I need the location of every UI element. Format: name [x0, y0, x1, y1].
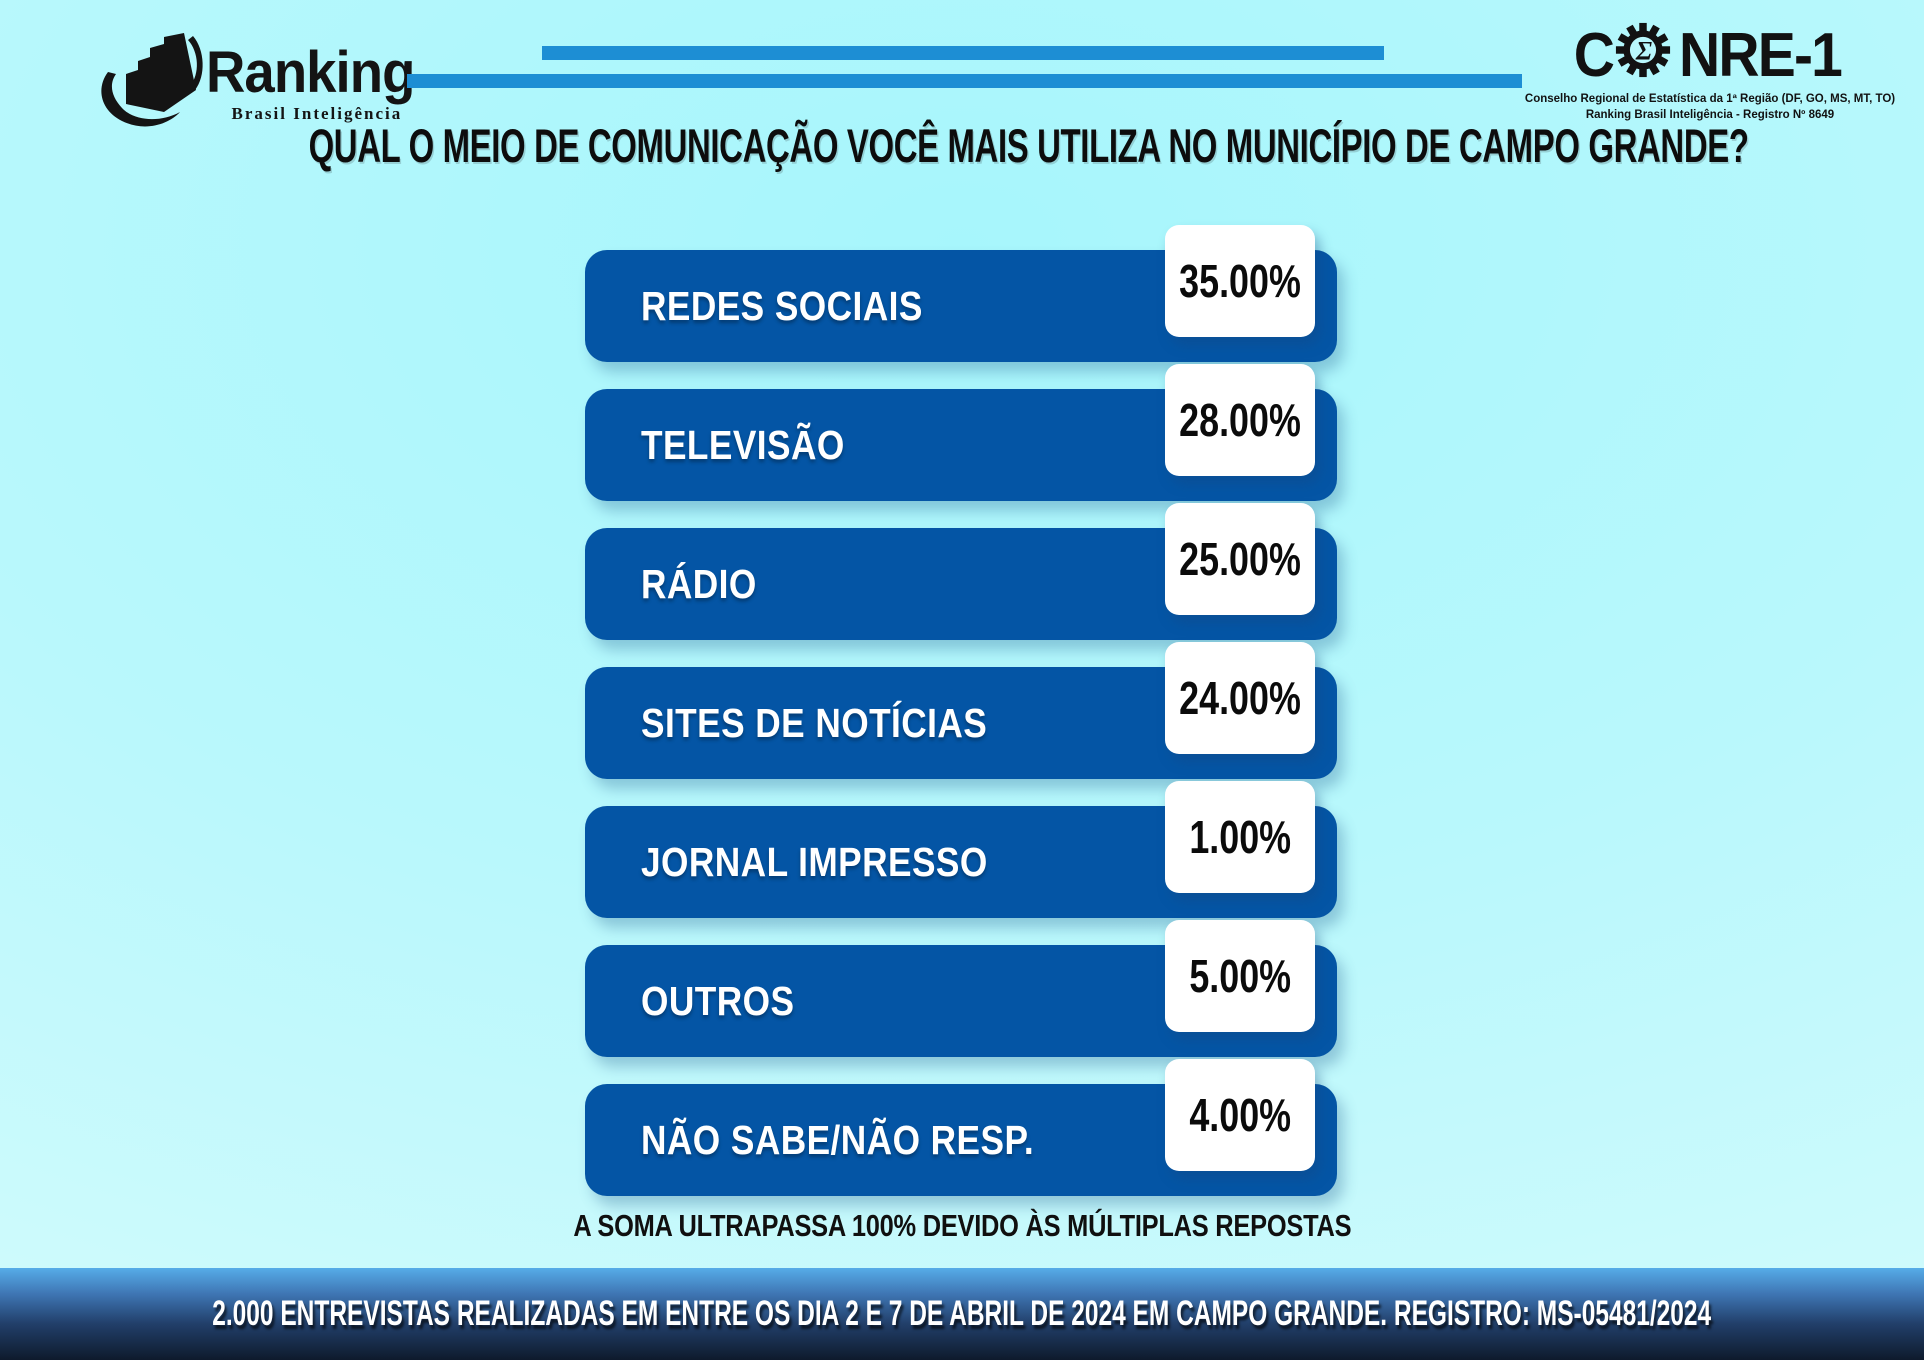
value-label: 1.00%: [1189, 811, 1291, 863]
value-box: 35.00%: [1165, 225, 1315, 337]
bar-label: REDES SOCIAIS: [641, 282, 923, 329]
conre-logo: C: [1520, 22, 1900, 123]
value-label: 4.00%: [1189, 1089, 1291, 1141]
value-box: 4.00%: [1165, 1059, 1315, 1171]
footer-bar: 2.000 ENTREVISTAS REALIZADAS EM ENTRE OS…: [0, 1268, 1924, 1360]
brand-name: Ranking: [206, 40, 415, 105]
decor-line-top: [542, 46, 1384, 60]
bar-row: SITES DE NOTÍCIAS 24.00%: [585, 642, 1337, 779]
value-box: 24.00%: [1165, 642, 1315, 754]
value-box: 25.00%: [1165, 503, 1315, 615]
bar-row: NÃO SABE/NÃO RESP. 4.00%: [585, 1059, 1337, 1196]
value-box: 1.00%: [1165, 781, 1315, 893]
conre-line1: Conselho Regional de Estatística da 1ª R…: [1524, 93, 1896, 105]
value-label: 35.00%: [1179, 255, 1301, 307]
bar-label: TELEVISÃO: [641, 421, 845, 468]
value-label: 24.00%: [1179, 672, 1301, 724]
conre-name-prefix: C: [1573, 20, 1614, 90]
svg-text:Σ: Σ: [1635, 36, 1652, 65]
bar-row: JORNAL IMPRESSO 1.00%: [585, 781, 1337, 918]
brand-tagline: Brasil Inteligência: [231, 104, 403, 123]
bar-label: SITES DE NOTÍCIAS: [641, 699, 988, 746]
value-label: 28.00%: [1179, 394, 1301, 446]
bar-row: REDES SOCIAIS 35.00%: [585, 225, 1337, 362]
value-label: 5.00%: [1189, 950, 1291, 1002]
bar-row: TELEVISÃO 28.00%: [585, 364, 1337, 501]
bar-list: REDES SOCIAIS 35.00% TELEVISÃO 28.00% RÁ…: [585, 225, 1337, 1223]
bar-label: NÃO SABE/NÃO RESP.: [641, 1116, 1035, 1163]
value-box: 5.00%: [1165, 920, 1315, 1032]
conre-line2: Ranking Brasil Inteligência - Registro N…: [1585, 108, 1835, 121]
note: A SOMA ULTRAPASSA 100% DEVIDO ÀS MÚLTIPL…: [573, 1208, 1351, 1243]
bar-row: RÁDIO 25.00%: [585, 503, 1337, 640]
value-label: 25.00%: [1179, 533, 1301, 585]
value-box: 28.00%: [1165, 364, 1315, 476]
brand-logo: Ranking Brasil Inteligência: [92, 26, 428, 130]
conre-name: C: [1520, 22, 1900, 89]
megaphone-icon: [92, 26, 212, 130]
bar-label: RÁDIO: [641, 560, 757, 607]
gear-icon: Σ: [1614, 22, 1672, 89]
decor-line-bottom: [407, 74, 1522, 88]
bar-label: JORNAL IMPRESSO: [641, 838, 988, 885]
survey-question-title: QUAL O MEIO DE COMUNICAÇÃO VOCÊ MAIS UTI…: [308, 119, 1749, 172]
bar-label: OUTROS: [641, 977, 795, 1024]
bar-row: OUTROS 5.00%: [585, 920, 1337, 1057]
footer-text: 2.000 ENTREVISTAS REALIZADAS EM ENTRE OS…: [212, 1294, 1712, 1333]
conre-name-suffix: NRE-1: [1679, 20, 1843, 90]
